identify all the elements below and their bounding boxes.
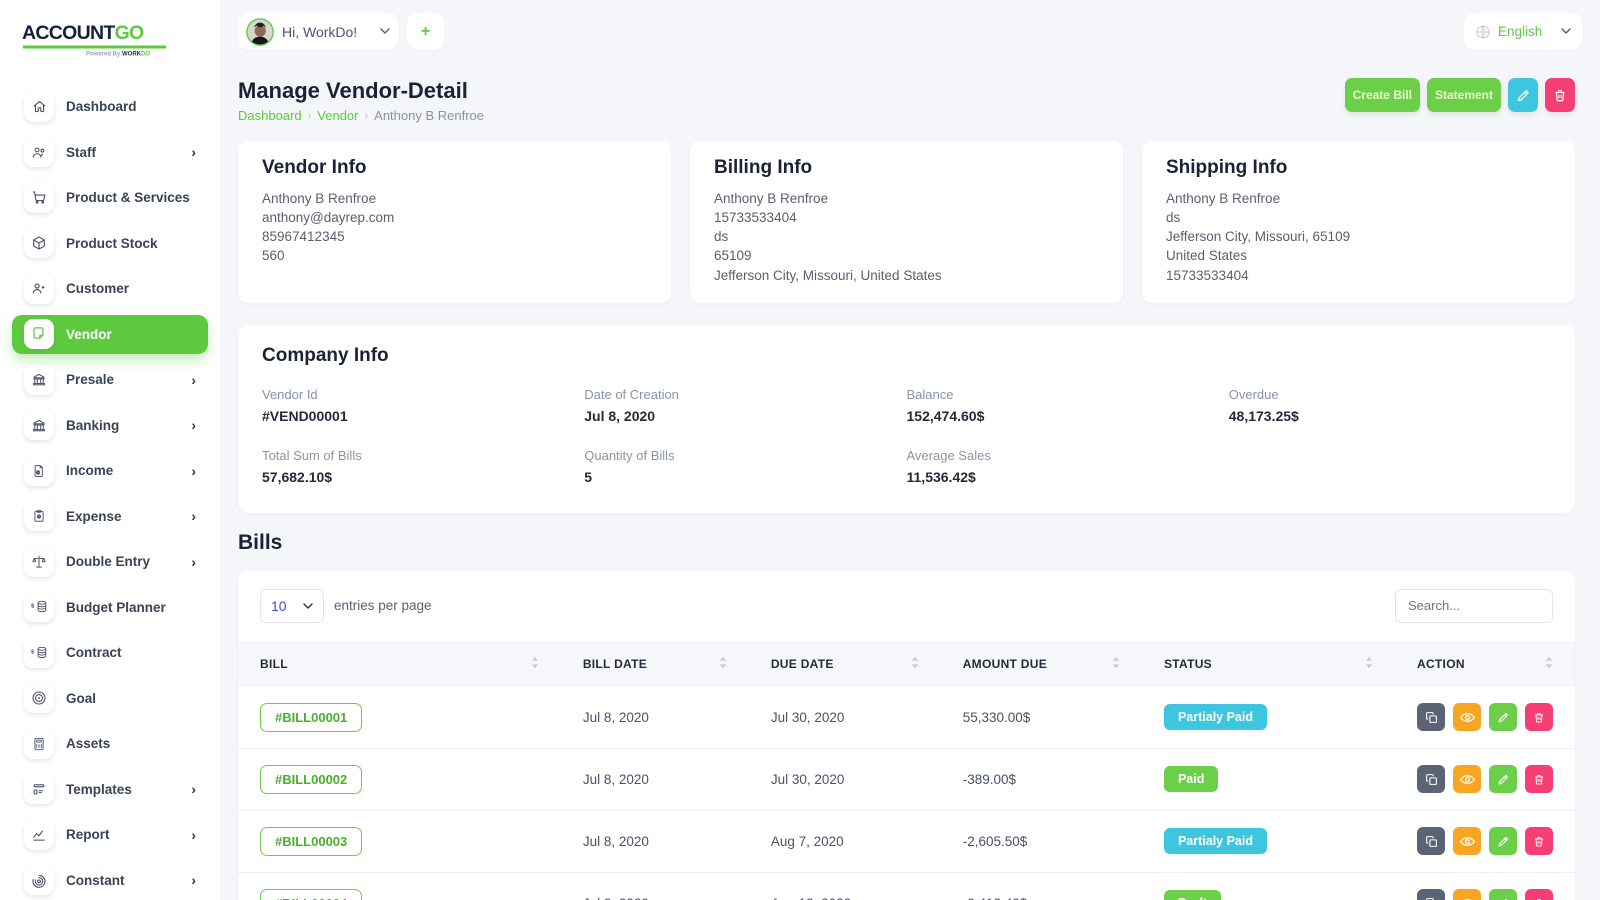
svg-text:$: $ [31, 603, 35, 609]
svg-text:ACCOUNTGO: ACCOUNTGO [22, 22, 144, 44]
svg-text:$: $ [31, 649, 35, 655]
svg-text:Powered By WORKDO: Powered By WORKDO [86, 52, 150, 58]
